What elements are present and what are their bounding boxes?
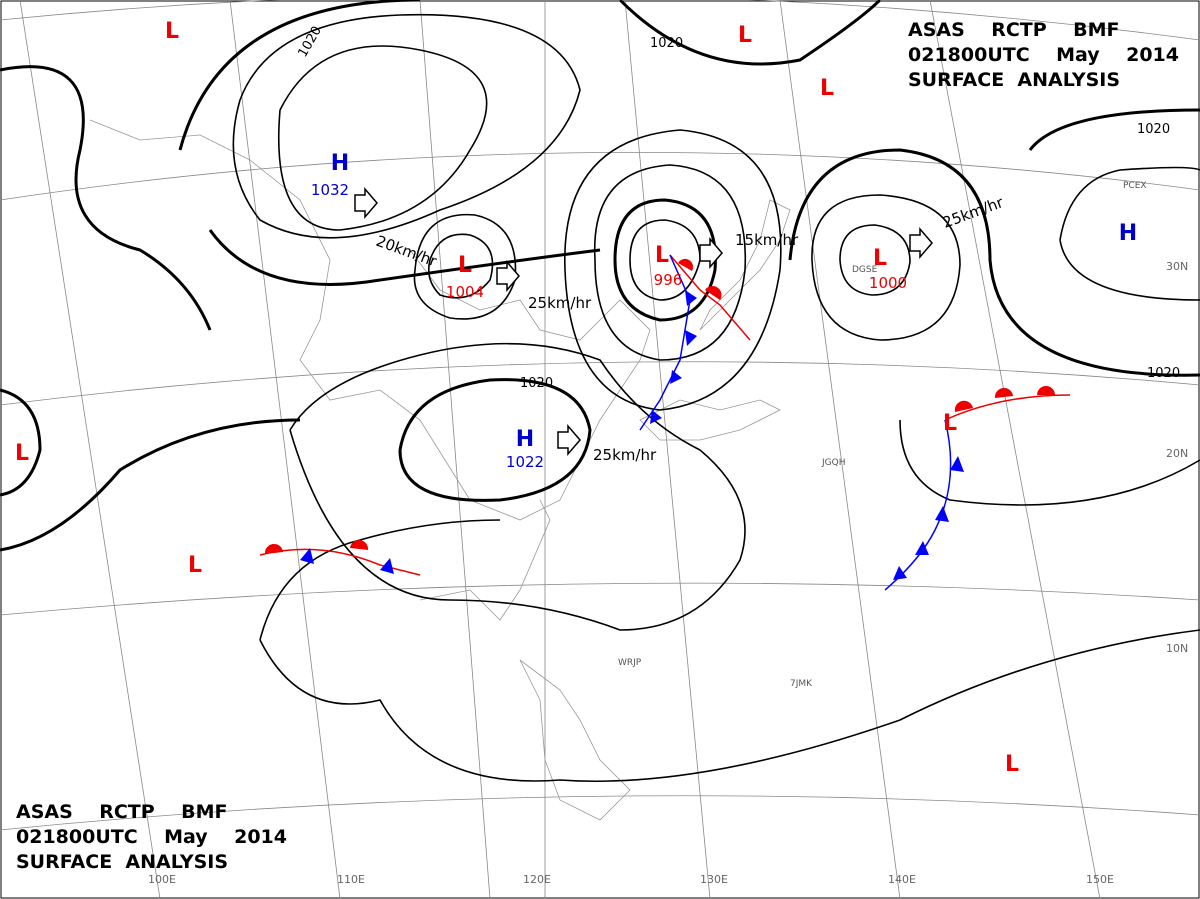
system-symbol: H <box>331 151 349 176</box>
header-line: 021800UTC May 2014 <box>16 826 287 848</box>
system-pressure: 1022 <box>506 453 544 471</box>
longitude-label: 110E <box>337 873 365 886</box>
isobar-label: 1020 <box>1137 122 1170 137</box>
latitude-label: 10N <box>1166 642 1188 655</box>
isobars <box>0 0 1200 783</box>
header-line: ASAS RCTP BMF <box>908 19 1120 41</box>
longitude-label: 130E <box>700 873 728 886</box>
system-symbol: L <box>820 76 834 101</box>
isobar-label: 1020 <box>520 376 553 391</box>
station-id: JGQH <box>821 458 845 468</box>
system-pressure: 1000 <box>869 274 907 292</box>
system-symbol: L <box>15 441 29 466</box>
system-symbol: L <box>165 19 179 44</box>
longitude-label: 150E <box>1086 873 1114 886</box>
system-symbol: L <box>943 411 957 436</box>
station-id: 7JMK <box>790 679 813 689</box>
header-line: SURFACE ANALYSIS <box>16 851 228 873</box>
system-symbol: L <box>873 246 887 271</box>
system-symbol: H <box>516 427 534 452</box>
motion-speed: 25km/hr <box>528 294 592 312</box>
longitude-label: 120E <box>523 873 551 886</box>
fronts <box>259 254 1071 591</box>
system-symbol: L <box>188 553 202 578</box>
isobar-label: 1020 <box>650 36 683 51</box>
longitude-label: 100E <box>148 873 176 886</box>
motion-speed: 25km/hr <box>593 446 657 464</box>
system-pressure: 996 <box>654 271 683 289</box>
system-pressure: 1032 <box>311 181 349 199</box>
header-line: 021800UTC May 2014 <box>908 44 1179 66</box>
system-symbol: H <box>1119 221 1137 246</box>
latitude-label: 30N <box>1166 260 1188 273</box>
header-line: ASAS RCTP BMF <box>16 801 228 823</box>
isobar-label: 1020 <box>1147 366 1180 381</box>
system-symbol: L <box>458 253 472 278</box>
latitude-label: 20N <box>1166 447 1188 460</box>
station-id: PCEX <box>1123 181 1147 191</box>
station-id: DGSE <box>852 265 878 275</box>
system-symbol: L <box>738 23 752 48</box>
system-pressure: 1004 <box>446 283 484 301</box>
header-line: SURFACE ANALYSIS <box>908 69 1120 91</box>
motion-arrows <box>354 186 933 457</box>
motion-speed: 15km/hr <box>735 231 799 249</box>
longitude-label: 140E <box>888 873 916 886</box>
system-symbol: L <box>1005 752 1019 777</box>
station-id: WRJP <box>618 658 642 668</box>
system-symbol: L <box>655 243 669 268</box>
